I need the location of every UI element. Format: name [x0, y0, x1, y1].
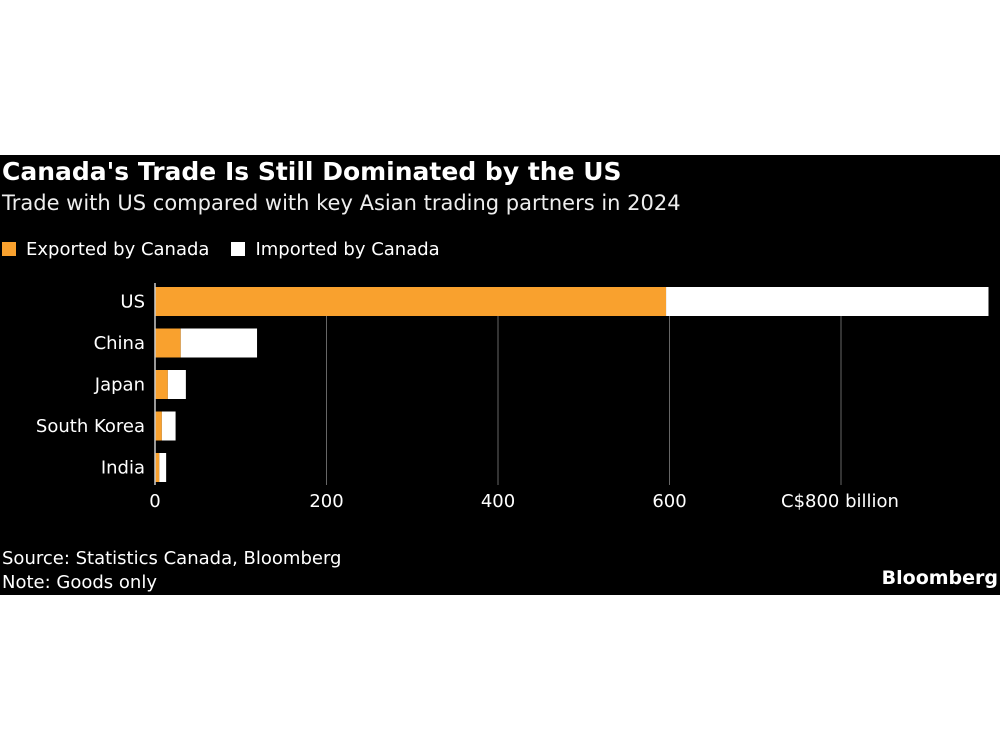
source-text: Source: Statistics Canada, Bloomberg	[2, 548, 342, 569]
x-tick-label: 600	[652, 491, 686, 512]
legend-swatch-exported	[2, 242, 16, 256]
legend: Exported by Canada Imported by Canada	[2, 239, 440, 260]
legend-label-exported: Exported by Canada	[26, 239, 210, 260]
bar-imported	[180, 328, 258, 358]
bloomberg-logo: Bloomberg	[881, 567, 998, 589]
bar-imported	[159, 453, 167, 482]
bar-exported	[155, 370, 168, 399]
x-tick-label: C$800 billion	[781, 491, 899, 512]
bar-exported	[155, 328, 181, 358]
chart-panel: Canada's Trade Is Still Dominated by the…	[0, 155, 1000, 595]
x-tick-label: 200	[309, 491, 343, 512]
legend-swatch-imported	[231, 242, 246, 256]
bar-imported	[161, 411, 176, 441]
category-label: China	[94, 333, 145, 354]
bar-exported	[155, 287, 667, 316]
chart-title: Canada's Trade Is Still Dominated by the…	[2, 157, 622, 186]
bar-imported	[167, 370, 186, 399]
x-tick-label: 400	[481, 491, 515, 512]
note-text: Note: Goods only	[2, 572, 157, 593]
legend-item-exported: Exported by Canada	[2, 239, 209, 260]
legend-item-imported: Imported by Canada	[231, 239, 440, 260]
bar-exported	[155, 411, 162, 441]
category-label: India	[101, 458, 145, 479]
category-label: South Korea	[36, 416, 145, 437]
bar-imported	[666, 287, 989, 316]
bar-exported	[155, 453, 160, 482]
bar-chart: 0 200 400 600 C$800 billion US China Japan South…	[36, 283, 989, 512]
category-label: US	[120, 292, 145, 313]
chart-subtitle: Trade with US compared with key Asian tr…	[2, 191, 681, 215]
category-label: Japan	[94, 375, 145, 396]
x-tick-label: 0	[149, 491, 160, 512]
legend-label-imported: Imported by Canada	[255, 239, 440, 260]
